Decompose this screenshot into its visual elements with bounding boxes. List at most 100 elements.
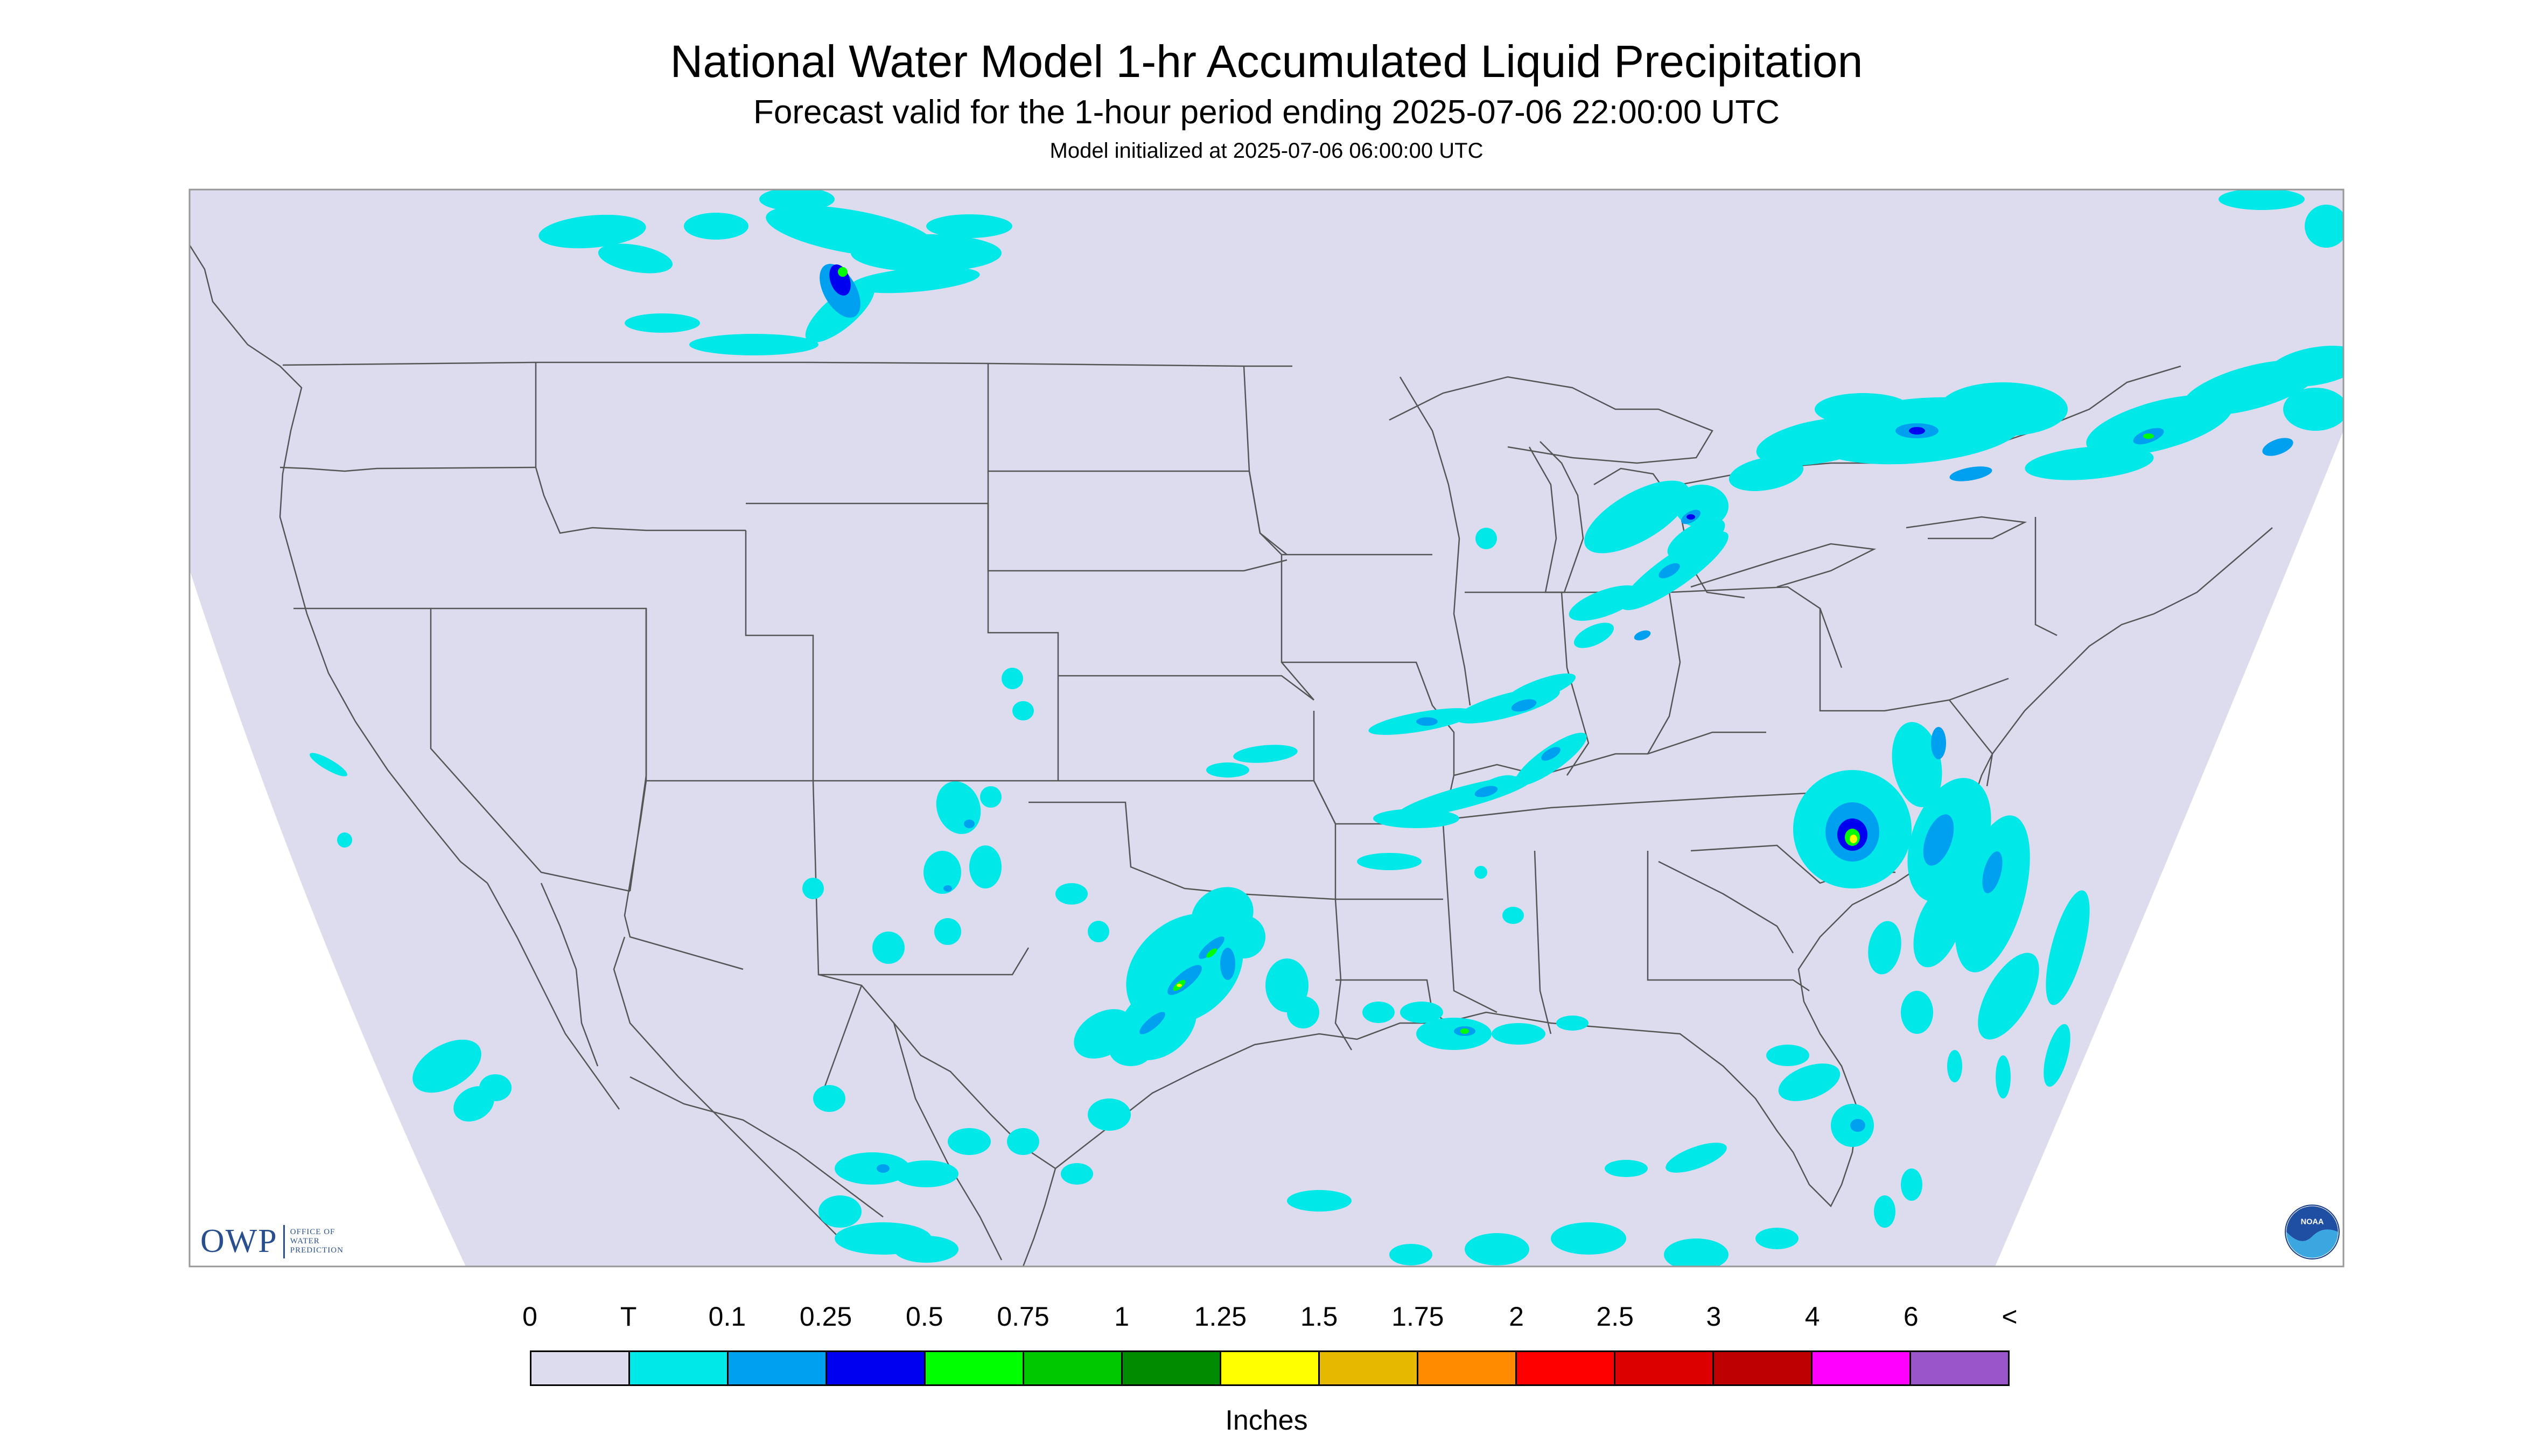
legend-swatch — [827, 1352, 926, 1384]
precip-cell-trace — [598, 243, 673, 274]
legend-unit-label: Inches — [1225, 1405, 1308, 1436]
precip-cell — [1177, 984, 1182, 987]
legend-label: 0.5 — [906, 1301, 943, 1332]
precip-cell-trace — [1913, 885, 1964, 968]
precip-cell — [1850, 1119, 1865, 1132]
precip-cell-trace — [1556, 1016, 1589, 1031]
precip-cell-trace — [479, 1074, 512, 1101]
legend-swatch — [1418, 1352, 1517, 1384]
precip-cell-trace — [835, 1152, 910, 1185]
legend-swatch — [1517, 1352, 1615, 1384]
legend-swatch — [1615, 1352, 1714, 1384]
precipitation-overlay — [310, 190, 2343, 1266]
precip-cell-trace — [1373, 809, 1459, 828]
precip-cell — [2143, 433, 2154, 439]
precip-cell — [1949, 466, 1992, 481]
precip-cell-trace — [1474, 866, 1487, 879]
precip-cell-trace — [1389, 1244, 1432, 1265]
precip-cell — [943, 885, 952, 892]
precip-cell-trace — [980, 786, 1002, 808]
precip-cell-trace — [948, 1128, 991, 1155]
precip-cell-trace — [1012, 701, 1034, 720]
precip-cell-trace — [1874, 1195, 1895, 1228]
precip-cell-trace — [684, 213, 748, 240]
legend-tick-labels: 0 T 0.1 0.25 0.5 0.75 1 1.25 1.5 1.75 2 2.5 3 4 6 < — [0, 1303, 2533, 1335]
precip-cell-trace — [1947, 1050, 1962, 1082]
precip-cell-trace — [1492, 1023, 1545, 1045]
state-boundaries — [190, 244, 2273, 1266]
precip-cell-trace — [1892, 722, 1942, 808]
precip-cell-trace — [894, 1160, 958, 1187]
legend-label: 0.1 — [708, 1301, 746, 1332]
precip-cell-trace — [1756, 417, 1884, 466]
owp-logo-mark: OWP — [200, 1223, 278, 1259]
legend-label: 0.75 — [997, 1301, 1049, 1332]
precip-cell-trace — [1573, 622, 1614, 648]
precip-cell-trace — [2268, 346, 2343, 387]
precip-cell-trace — [1362, 1002, 1395, 1023]
precip-cell-trace — [1088, 1098, 1131, 1131]
legend-label: 6 — [1903, 1301, 1919, 1332]
precip-cell-trace — [2046, 890, 2090, 1005]
precip-cell-trace — [1465, 1233, 1529, 1265]
model-init-line: Model initialized at 2025-07-06 06:00:00… — [1049, 139, 1484, 163]
precip-cell — [1982, 851, 2003, 893]
legend-label: 2.5 — [1596, 1301, 1634, 1332]
legend-label: 4 — [1804, 1301, 1820, 1332]
precip-cell — [1220, 948, 1235, 980]
legend-label: 3 — [1706, 1301, 1722, 1332]
owp-logo: OWP OFFICE OF WATER PREDICTION — [200, 1222, 344, 1261]
legend-swatch — [1911, 1352, 2008, 1384]
precip-cell — [964, 820, 975, 828]
precip-cell — [1511, 699, 1537, 712]
precip-cell-trace — [1055, 883, 1088, 905]
legend-label: 1.75 — [1391, 1301, 1444, 1332]
precip-cell-trace — [1287, 1190, 1352, 1212]
page-title: National Water Model 1-hr Accumulated Li… — [670, 36, 1863, 87]
legend-swatch — [1221, 1352, 1320, 1384]
precip-cell-trace — [1088, 921, 1109, 942]
precip-cell-trace — [1996, 1055, 2011, 1098]
legend-label: 0.25 — [799, 1301, 852, 1332]
precip-cell-trace — [1584, 480, 1690, 554]
precip-cell-trace — [802, 878, 824, 899]
precip-cell-trace — [1002, 668, 1023, 689]
precip-cell-trace — [2283, 388, 2343, 431]
precip-cell-trace — [1287, 996, 1319, 1028]
model-domain — [190, 190, 2343, 1266]
owp-logo-text: OFFICE OF WATER PREDICTION — [290, 1228, 344, 1255]
precip-cell — [1460, 1028, 1469, 1034]
precip-cell-trace — [1109, 1034, 1152, 1066]
legend-swatch — [1714, 1352, 1813, 1384]
precip-cell-trace — [412, 1039, 481, 1093]
precip-cell-trace — [1815, 393, 1912, 425]
precip-cell — [1139, 1012, 1165, 1034]
precip-cell — [838, 267, 848, 277]
legend-swatch — [1813, 1352, 1911, 1384]
precip-cell-trace — [625, 313, 700, 333]
legend-swatch — [729, 1352, 827, 1384]
precip-cell — [1634, 630, 1651, 641]
noaa-logo: NOAA — [2285, 1205, 2340, 1259]
precip-cell-trace — [2219, 190, 2305, 210]
legend-swatch — [531, 1352, 630, 1384]
precip-cell-trace — [1978, 953, 2039, 1040]
precip-cell-trace — [1664, 1238, 1729, 1266]
precip-cell-trace — [1222, 915, 1265, 958]
precip-cell-trace — [2044, 1024, 2070, 1087]
precip-cell-trace — [1233, 745, 1298, 763]
precip-cell-trace — [851, 234, 1002, 272]
precip-cell-trace — [1729, 457, 1804, 491]
legend-swatch — [1320, 1352, 1418, 1384]
precip-cell-trace — [759, 190, 835, 211]
precip-cell-trace — [1755, 1228, 1799, 1249]
legend-label: 1.25 — [1194, 1301, 1247, 1332]
precip-cell-trace — [923, 851, 961, 894]
legend-label: 1 — [1114, 1301, 1130, 1332]
precip-cell-trace — [1357, 853, 1422, 870]
precip-cell — [1687, 514, 1695, 520]
map-frame — [188, 188, 2345, 1268]
precip-cell-trace — [337, 832, 352, 848]
precip-cell-trace — [1955, 815, 2030, 972]
